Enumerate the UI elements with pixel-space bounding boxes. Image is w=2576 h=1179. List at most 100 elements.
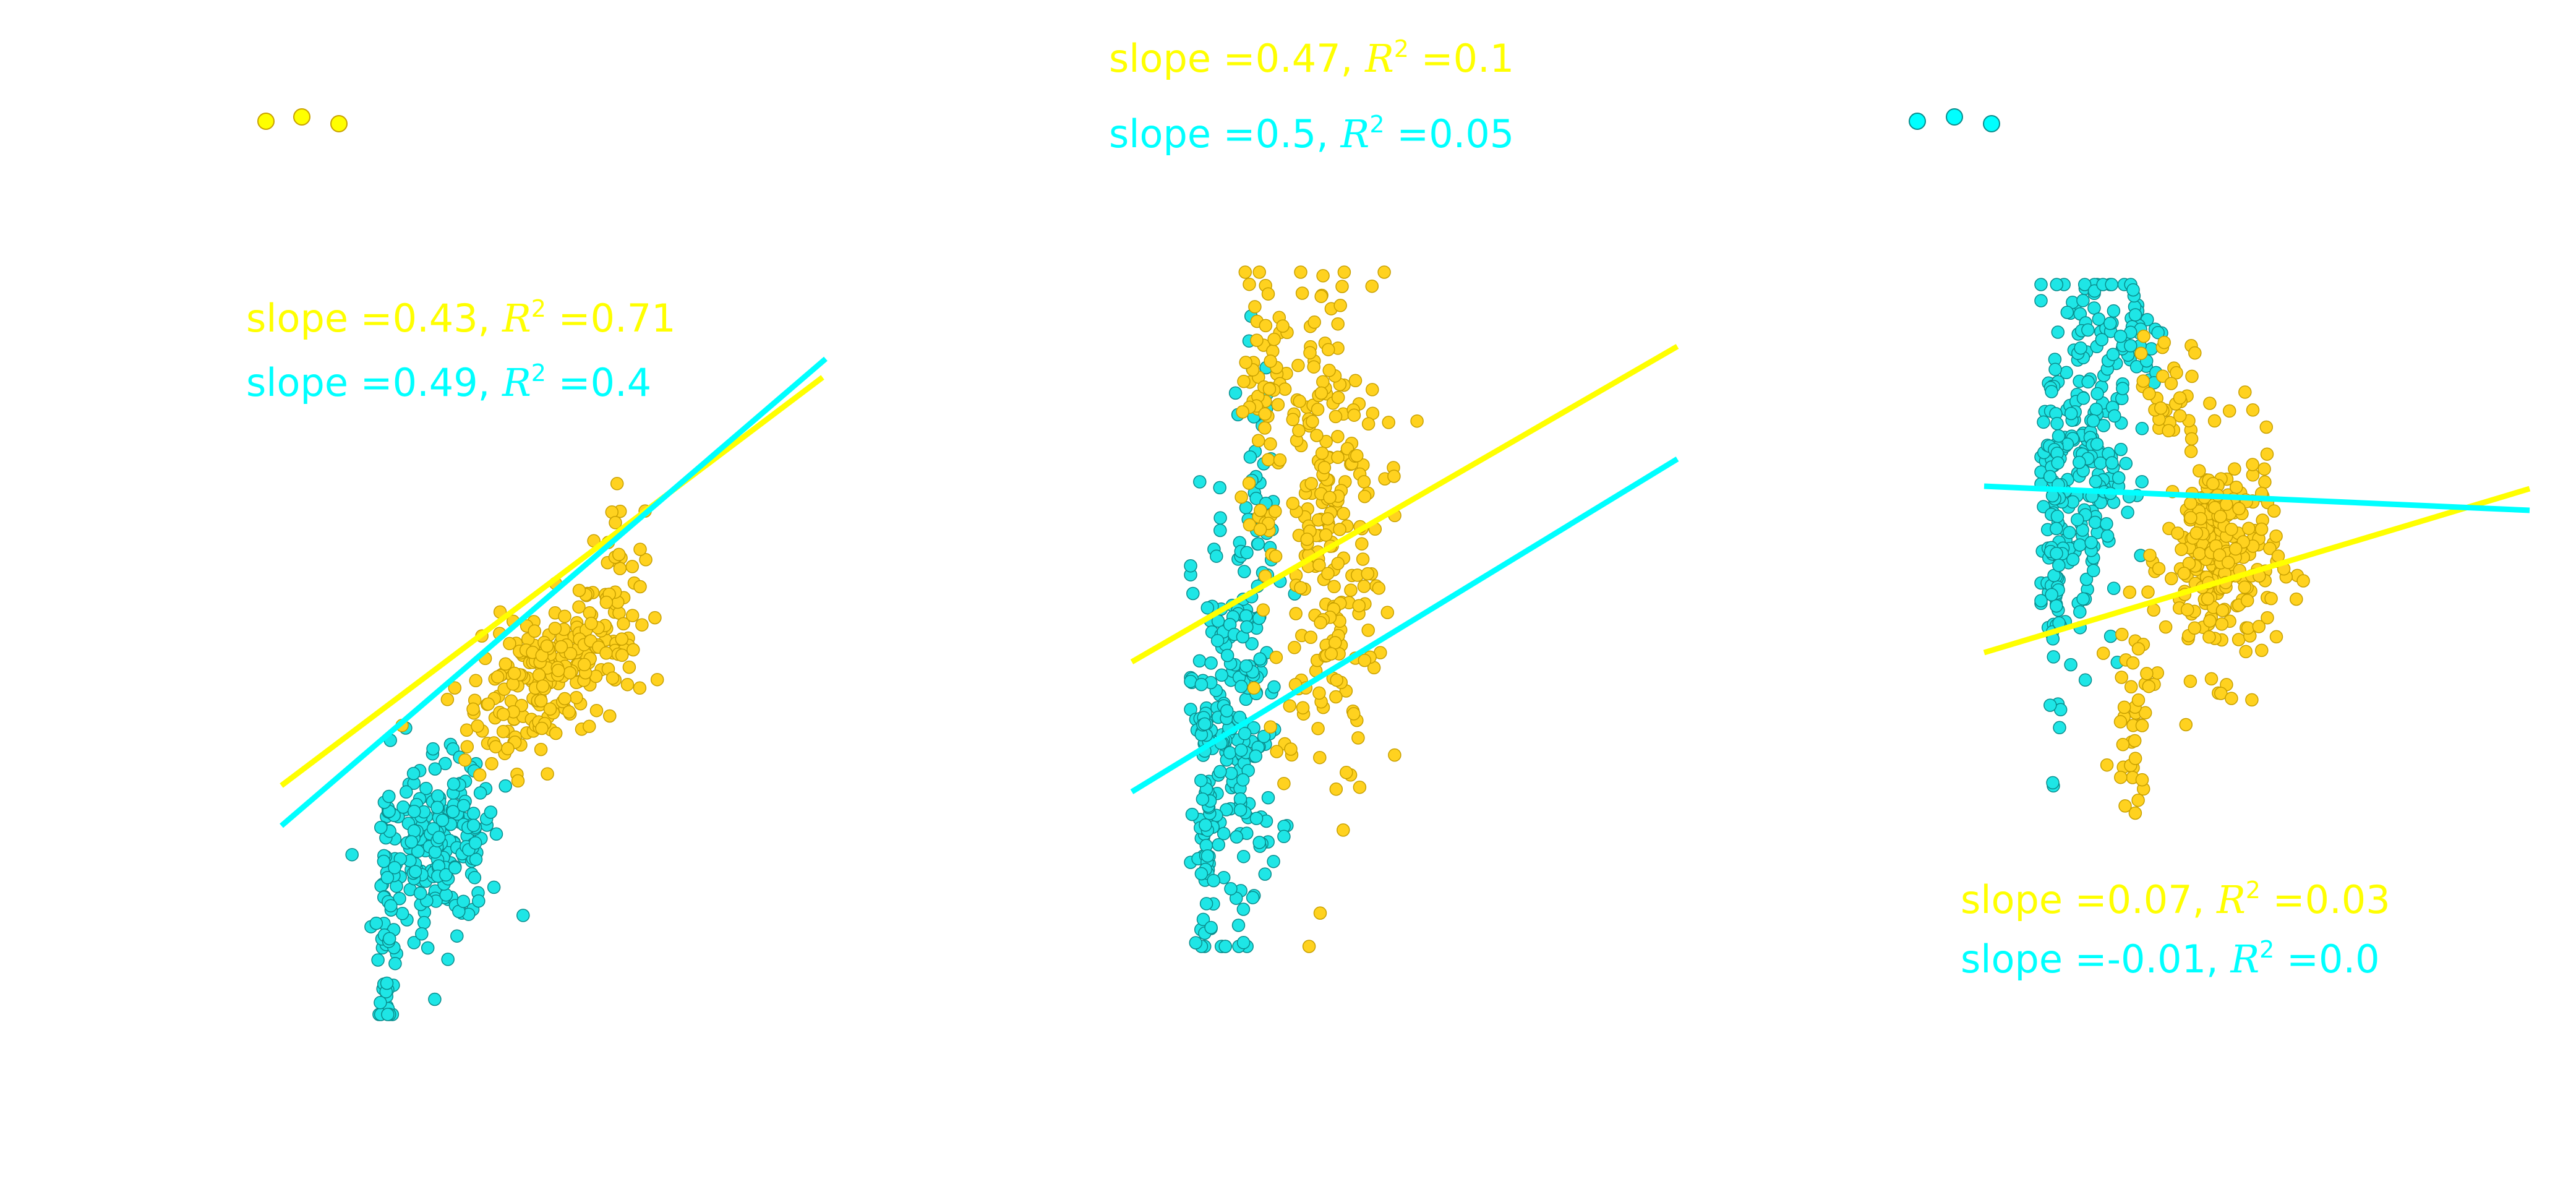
panel-3-point-a-163: [2143, 548, 2157, 562]
panel-2-point-a-41: [1337, 823, 1350, 837]
panel-2-point-a-289: [1269, 504, 1282, 518]
panel-2-point-b-177: [1236, 936, 1251, 950]
panel-2-point-a-271: [1238, 265, 1252, 279]
panel-1-point-a-190: [554, 640, 568, 654]
panel-2-point-b-111: [1204, 656, 1218, 670]
panel-1-point-b-191: [499, 779, 512, 793]
panel-1-point-a-245: [612, 547, 626, 562]
panel-2-point-b-192: [1213, 765, 1227, 779]
panel-1-point-b-202: [430, 800, 444, 815]
panel-1-point-a-115: [485, 757, 499, 771]
panel-2-point-a-145: [1333, 523, 1346, 536]
panel-2-point-a-147: [1286, 496, 1300, 510]
panel-3-point-b-144: [2092, 312, 2106, 326]
panel-3-point-a-10: [2179, 718, 2193, 732]
panel-3-point-b-148: [2073, 538, 2087, 552]
panel-3-point-a-187: [2260, 447, 2274, 461]
panel-2-point-a-29: [1344, 583, 1358, 597]
panel-3-point-a-155: [2141, 585, 2155, 599]
panel-2-point-b-170: [1233, 792, 1247, 806]
panel-1-point-a-255: [609, 516, 622, 529]
panel-2-point-a-194: [1264, 720, 1277, 734]
panel-2-point-a-244: [1358, 653, 1372, 667]
panel-3-point-a-282: [2128, 734, 2142, 748]
panel-2-point-a-236: [1324, 647, 1338, 661]
panel-1-point-b-177: [447, 777, 461, 791]
panel-3-point-b-152: [2037, 415, 2050, 429]
panel-1-point-a-160: [466, 702, 480, 716]
panel-2-point-a-287: [1236, 405, 1249, 419]
panel-2-point-a-207: [1372, 581, 1386, 595]
panel-3-point-a-103: [2246, 403, 2260, 417]
panel-2-point-b-195: [1210, 633, 1225, 648]
panel-1-points-b: [345, 721, 530, 1021]
panel-2-point-a-284: [1264, 354, 1277, 368]
panel-3-point-a-217: [2254, 522, 2269, 536]
panel-2-point-b-125: [1261, 791, 1275, 805]
panel-2-point-a-15: [1291, 359, 1305, 372]
panel-2-point-b-238: [1204, 920, 1218, 935]
panel-1-point-a-181: [489, 740, 503, 753]
panel-3-point-b-186: [2034, 594, 2048, 607]
panel-2-point-a-229: [1331, 429, 1345, 444]
panel-3-point-b-168: [2086, 414, 2100, 428]
panel-3-point-a-86: [2290, 592, 2303, 606]
panel-3-point-b-311: [2105, 278, 2118, 291]
panel-3-point-b-54: [2114, 442, 2128, 457]
panel-1-annotation-a: slope =0.43, R2 =0.71: [246, 295, 676, 341]
panel-3-point-a-286: [2113, 715, 2128, 729]
panel-3-point-a-268: [2118, 799, 2132, 813]
panel-1-point-b-248: [377, 854, 391, 868]
panel-3-point-b-187: [2105, 456, 2119, 470]
panel-3-point-a-256: [2238, 580, 2252, 594]
panel-3-point-a-323: [2173, 391, 2187, 405]
panel-3-point-a-269: [2131, 793, 2145, 807]
panel-1-point-b-52: [439, 757, 452, 771]
panel-1-point-b-54: [516, 909, 530, 922]
panel-3-point-a-320: [2157, 335, 2171, 349]
panel-3-point-b-197: [2076, 294, 2090, 307]
panel-2-point-a-214: [1347, 408, 1361, 422]
panel-3-point-b-294: [2129, 360, 2144, 374]
panel-2-point-a-227: [1310, 429, 1324, 442]
panel-2-point-b-150: [1277, 830, 1291, 844]
panel-2-point-b-179: [1220, 648, 1235, 662]
panel-2-point-b-243: [1199, 818, 1212, 832]
panel-1-point-b-59: [407, 936, 421, 950]
panel-3-point-a-173: [2238, 385, 2252, 399]
panel-1-point-a-209: [635, 618, 649, 632]
panel-1-point-b-246: [374, 996, 387, 1010]
panel-1-point-b-188: [431, 789, 445, 803]
panel-1-point-a-244: [572, 583, 586, 598]
panel-3-point-a-196: [2175, 542, 2188, 556]
panel-3-point-b-142: [2074, 341, 2087, 355]
panel-1-point-a-165: [532, 668, 546, 682]
panel-1-point-a-246: [599, 646, 613, 660]
panel-2-point-a-11: [1388, 748, 1401, 762]
panel-2-point-a-1: [1331, 317, 1345, 331]
panel-2-point-a-201: [1329, 782, 1343, 796]
panel-3-points-a: [2096, 329, 2310, 820]
panel-1-point-a-196: [650, 672, 664, 687]
panel-2-point-b-198: [1257, 729, 1271, 744]
panel-2-point-b-249: [1189, 936, 1203, 950]
panel-2-point-a-51: [1377, 265, 1391, 279]
panel-1-point-b-172: [456, 799, 471, 813]
panel-1-point-b-204: [466, 818, 481, 833]
panel-1-point-b-244: [380, 871, 395, 885]
panel-3-point-a-243: [2232, 502, 2246, 516]
panel-1-point-a-187: [563, 646, 578, 661]
panel-2-point-a-156: [1292, 424, 1306, 437]
panel-2-point-a-119: [1311, 722, 1325, 735]
panel-2-point-b-174: [1233, 803, 1247, 817]
panel-2-point-b-100: [1200, 601, 1215, 615]
panel-2-annotation-a: slope =0.47, R2 =0.1: [1109, 35, 1514, 81]
panel-2-point-b-5: [1192, 654, 1207, 668]
panel-2-point-b-253: [1196, 792, 1210, 806]
panel-2-point-a-209: [1288, 641, 1301, 654]
panel-3-point-b-194: [2100, 517, 2113, 531]
panel-1-points-a: [395, 477, 664, 788]
panel-1-point-b-23: [450, 929, 464, 943]
panel-1-point-a-242: [622, 660, 636, 674]
panel-3-point-a-24: [2183, 674, 2197, 688]
